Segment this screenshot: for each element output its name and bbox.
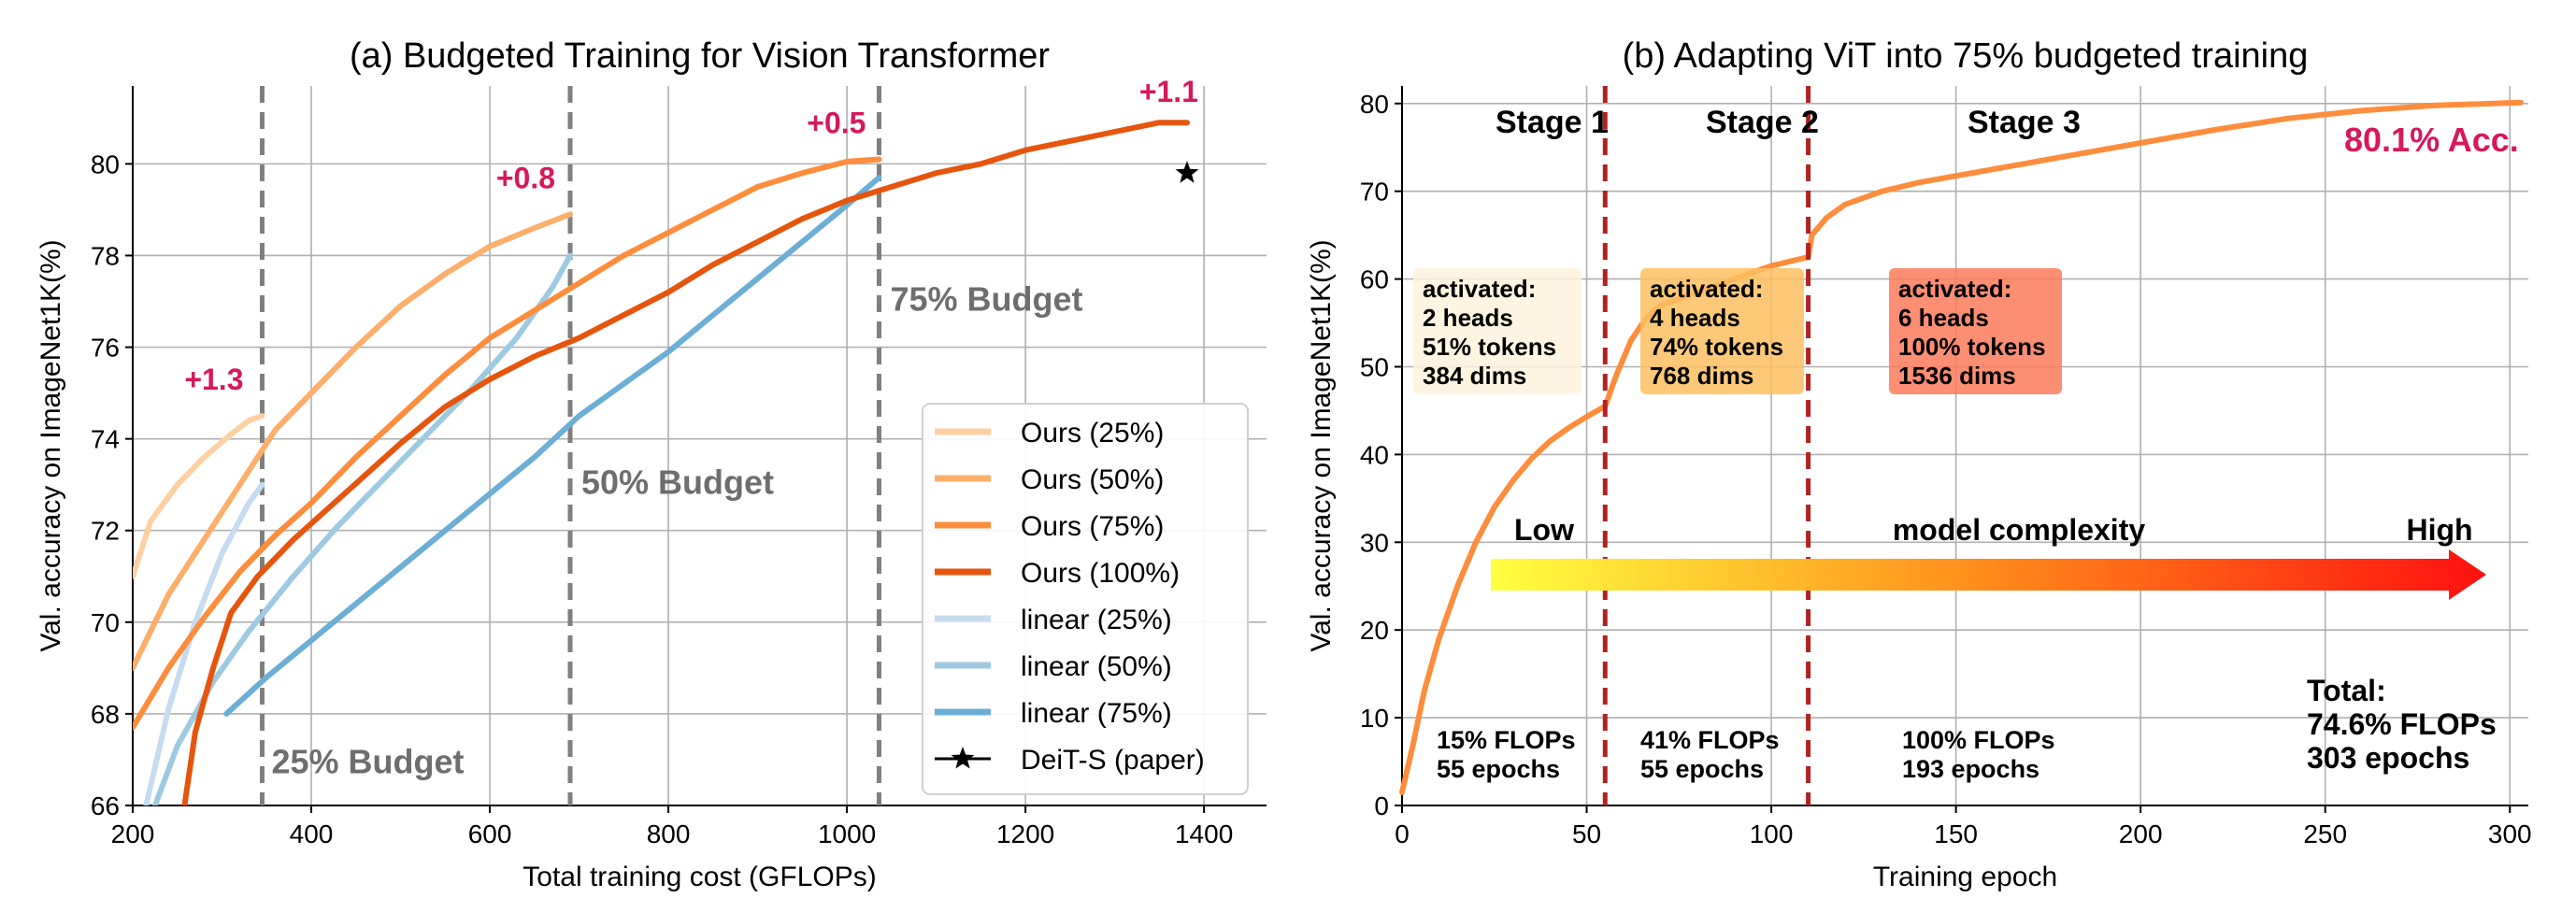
a-legend-label: Ours (25%): [1021, 418, 1164, 449]
a-legend: Ours (25%) Ours (50%) Ours (75%) Ours (100%…: [922, 403, 1249, 795]
b-activated-box-text: 6 heads: [1898, 304, 1989, 332]
b-stage-title: Stage 1: [1496, 105, 1609, 140]
a-series-line-ours75: [133, 156, 882, 731]
a-y-tick-label: 66: [91, 791, 120, 820]
a-legend-label: linear (25%): [1021, 605, 1172, 635]
b-total-text: 303 epochs: [2307, 741, 2469, 775]
a-x-tick-label: 1200: [996, 819, 1054, 848]
a-y-tick-label: 76: [91, 334, 120, 363]
b-y-tick-label: 0: [1374, 791, 1389, 820]
a-series-line-ours25: [133, 413, 265, 579]
a-legend-label: DeiT-S (paper): [1021, 745, 1205, 776]
a-x-tick-label: 1400: [1175, 819, 1233, 848]
a-budget-label: 50% Budget: [581, 463, 774, 501]
b-activated-box-text: 100% tokens: [1898, 333, 2046, 361]
b-complexity-arrow: [1491, 549, 2486, 600]
b-y-tick-label: 80: [1360, 90, 1389, 119]
b-final-accuracy: 80.1% Acc.: [2344, 121, 2519, 159]
b-activated-box-text: 4 heads: [1650, 304, 1740, 332]
b-activated-box-text: 1536 dims: [1898, 362, 2016, 390]
b-activated-box-text: activated:: [1650, 275, 1763, 303]
b-complexity-high: High: [2406, 513, 2472, 547]
b-y-tick-label: 30: [1360, 528, 1389, 557]
a-x-tick-label: 200: [111, 819, 155, 848]
b-complexity-low: Low: [1514, 513, 1574, 547]
b-x-tick-label: 300: [2488, 819, 2532, 848]
a-x-tick-label: 1000: [818, 819, 876, 848]
b-stage-epochs: 193 epochs: [1902, 755, 2039, 783]
b-activated-box: [1413, 268, 1581, 394]
b-total-text: 74.6% FLOPs: [2307, 707, 2497, 741]
b-stage-flops: 41% FLOPs: [1640, 726, 1780, 754]
a-y-tick-label: 80: [91, 150, 120, 178]
a-series-line-lin75: [223, 175, 882, 717]
panel-b-adapting-vit: 0 50 100 150 200 250 300 0 10 20 30 40 50 60 70 80 Stage…: [1306, 36, 2532, 892]
a-series-line-ours100: [181, 120, 1190, 805]
a-x-tick-label: 600: [468, 819, 512, 848]
b-stage-title: Stage 3: [1968, 105, 2081, 140]
a-x-axis-label: Total training cost (GFLOPs): [522, 862, 876, 892]
a-gain-label: +1.3: [184, 363, 243, 396]
a-series-line-ours50: [133, 211, 573, 671]
a-budget-label: 25% Budget: [271, 743, 464, 781]
b-activated-box: [1640, 268, 1804, 394]
b-x-axis-label: Training epoch: [1873, 862, 2057, 892]
b-activated-box-text: activated:: [1423, 275, 1536, 303]
a-y-axis-label: Val. accuracy on ImageNet1K(%): [36, 239, 66, 651]
b-activated-box-text: 2 heads: [1423, 304, 1513, 332]
a-y-tick-label: 72: [91, 517, 120, 546]
a-gain-label: +1.1: [1139, 75, 1198, 108]
b-x-tick-label: 50: [1572, 819, 1601, 848]
panel-a-budgeted-training: 200 400 600 800 1000 1200 1400 66 68 70 72 74 76 78 80…: [36, 36, 1267, 892]
b-y-tick-label: 50: [1360, 352, 1389, 381]
b-activated-box-text: 51% tokens: [1423, 333, 1556, 361]
a-y-tick-label: 70: [91, 608, 120, 637]
a-legend-box: [922, 403, 1249, 795]
b-activated-box: [1889, 268, 2062, 394]
a-gain-label: +0.8: [496, 161, 555, 194]
a-budget-label: 75% Budget: [890, 279, 1082, 318]
b-activated-box-text: 74% tokens: [1650, 333, 1783, 361]
a-deit-star-marker: [1175, 161, 1199, 183]
b-activated-box-text: activated:: [1898, 275, 2011, 303]
b-y-tick-label: 70: [1360, 178, 1389, 207]
a-series-line-lin25: [143, 481, 265, 805]
a-y-tick-label: 78: [91, 241, 120, 270]
b-stage-epochs: 55 epochs: [1437, 755, 1560, 783]
b-activated-box-text: 384 dims: [1423, 362, 1526, 390]
b-complexity-label: model complexity: [1893, 513, 2146, 547]
a-legend-star-marker: [951, 747, 975, 769]
a-y-tick-label: 68: [91, 700, 120, 729]
b-stage-title: Stage 2: [1706, 105, 1819, 140]
a-gain-label: +0.5: [807, 106, 866, 139]
a-legend-label: Ours (100%): [1021, 558, 1180, 589]
a-x-tick-label: 400: [290, 819, 334, 848]
a-legend-label: linear (50%): [1021, 651, 1172, 682]
b-y-tick-label: 60: [1360, 265, 1389, 294]
a-chart-title: (a) Budgeted Training for Vision Transfo…: [350, 36, 1050, 76]
a-x-tick-label: 800: [647, 819, 691, 848]
a-legend-label: Ours (50%): [1021, 464, 1164, 495]
b-x-tick-label: 200: [2119, 819, 2163, 848]
b-activated-box-text: 768 dims: [1650, 362, 1753, 390]
a-legend-label: linear (75%): [1021, 698, 1172, 729]
b-stage-flops: 100% FLOPs: [1902, 726, 2055, 754]
b-x-tick-label: 150: [1934, 819, 1978, 848]
b-chart-title: (b) Adapting ViT into 75% budgeted train…: [1623, 36, 2309, 76]
b-x-tick-label: 100: [1750, 819, 1794, 848]
b-y-tick-label: 40: [1360, 440, 1389, 469]
b-y-tick-label: 20: [1360, 616, 1389, 645]
a-legend-label: Ours (75%): [1021, 511, 1164, 542]
b-x-tick-label: 250: [2303, 819, 2347, 848]
b-stage-flops: 15% FLOPs: [1437, 726, 1576, 754]
a-y-tick-label: 74: [91, 425, 120, 454]
b-y-axis-label: Val. accuracy on ImageNet1K(%): [1306, 239, 1337, 651]
b-stage-epochs: 55 epochs: [1640, 755, 1764, 783]
b-x-tick-label: 0: [1395, 819, 1410, 848]
b-y-tick-label: 10: [1360, 704, 1389, 733]
b-total-text: Total:: [2307, 674, 2386, 707]
